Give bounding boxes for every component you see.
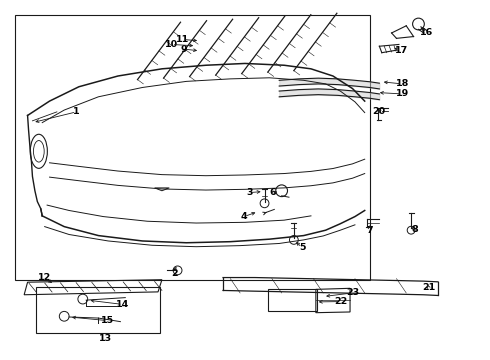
Text: 7: 7 [367,226,373,235]
Text: 11: 11 [176,35,189,44]
Text: 20: 20 [372,107,385,116]
Text: 23: 23 [346,288,359,297]
Text: 9: 9 [181,45,187,54]
Bar [269,289,318,311]
Text: 10: 10 [165,40,178,49]
Text: 4: 4 [241,212,247,221]
Text: 5: 5 [299,243,305,252]
Text: 6: 6 [269,188,276,197]
Text: 21: 21 [422,283,435,292]
Bar [15,15,369,280]
Text: 19: 19 [396,89,409,98]
Bar [36,287,160,333]
Text: 8: 8 [412,225,418,234]
Text: 3: 3 [246,188,253,197]
Text: 18: 18 [395,80,409,89]
Text: 12: 12 [38,273,51,282]
Text: 22: 22 [334,297,347,306]
Text: 13: 13 [99,334,112,343]
Text: 1: 1 [73,107,80,116]
Text: 2: 2 [171,269,177,278]
Text: 17: 17 [395,46,408,55]
Text: 16: 16 [420,28,433,37]
Text: 14: 14 [116,300,129,309]
Text: 15: 15 [100,316,114,325]
